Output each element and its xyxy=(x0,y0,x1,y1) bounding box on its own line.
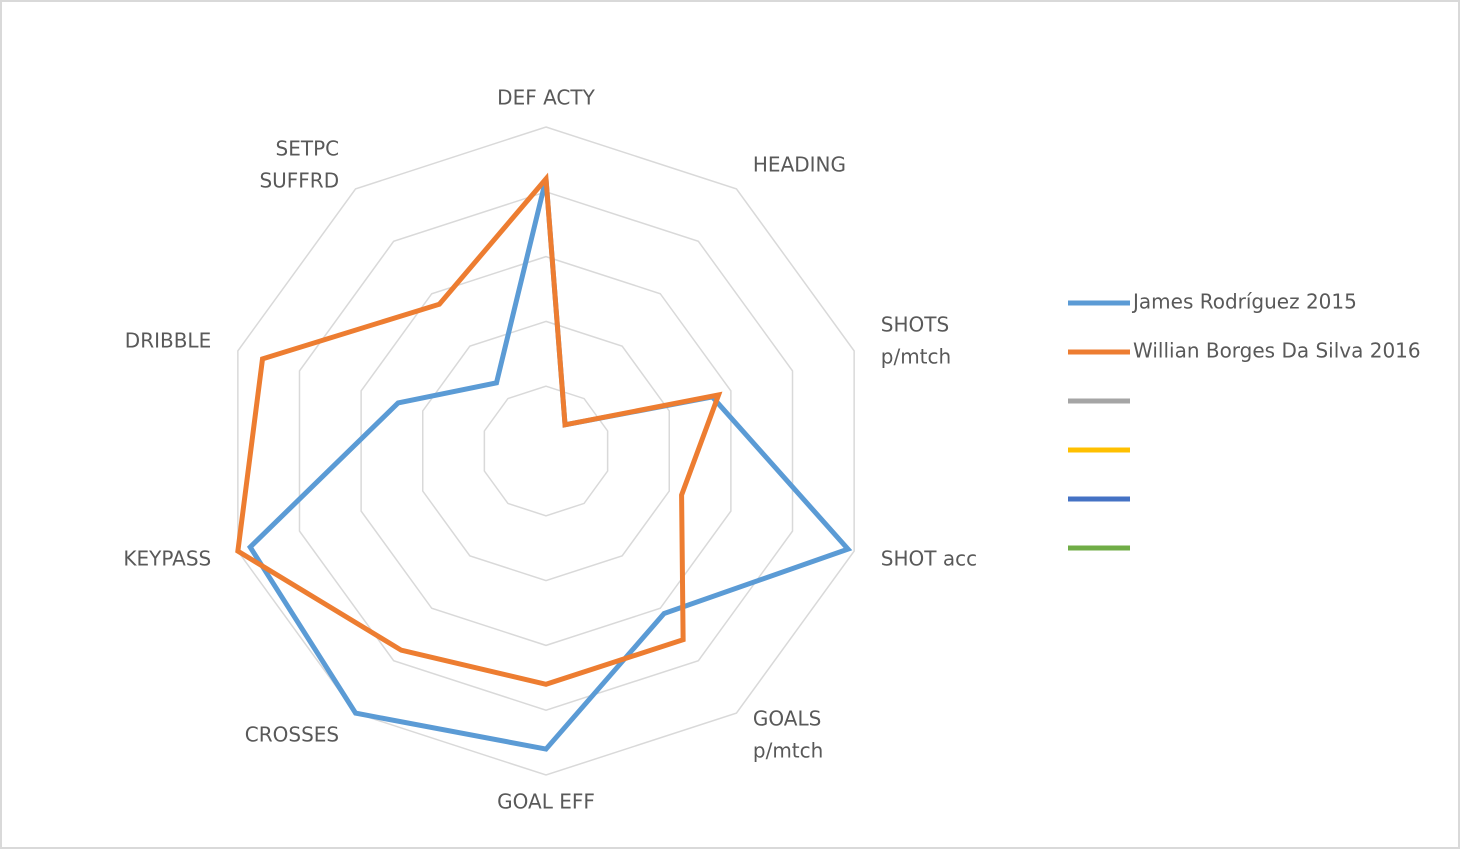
axis-label: HEADING xyxy=(753,153,846,177)
axis-label: CROSSES xyxy=(245,722,339,746)
axis-label: SHOTS xyxy=(881,313,949,337)
grid-ring xyxy=(237,126,855,776)
grid-ring xyxy=(421,320,671,582)
series-line xyxy=(235,172,723,687)
legend-label: James Rodríguez 2015 xyxy=(1131,290,1357,314)
axis-label: DEF ACTY xyxy=(497,86,595,110)
axis-label: GOALS xyxy=(753,706,821,730)
grid-ring xyxy=(360,255,732,647)
axis-label: DRIBBLE xyxy=(125,329,211,353)
grid-ring xyxy=(298,191,794,711)
axis-label: SHOT acc xyxy=(881,546,977,570)
axis-label: KEYPASS xyxy=(123,546,211,570)
axis-label: GOAL EFF xyxy=(497,790,595,814)
axis-label: SUFFRD xyxy=(259,169,339,193)
axis-label: p/mtch xyxy=(753,738,823,762)
legend-label: Willian Borges Da Silva 2016 xyxy=(1133,339,1421,363)
axis-label: p/mtch xyxy=(881,345,951,369)
axis-label: SETPC xyxy=(276,137,340,161)
